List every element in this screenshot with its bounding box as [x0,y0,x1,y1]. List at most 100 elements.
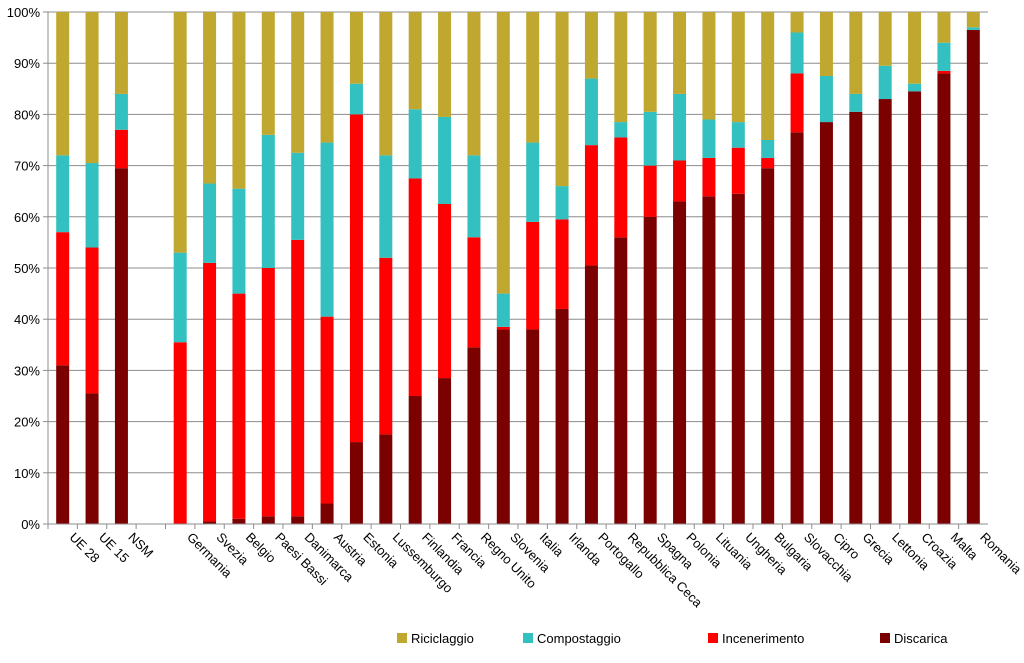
legend: Riciclaggio Compostaggio Incenerimento Disc… [397,631,948,646]
bar-segment [731,147,745,194]
legend-label: Discarica [894,631,948,646]
bar-segment [349,114,363,443]
bar-segment [379,155,393,258]
bar-segment [790,32,804,74]
bar-segment [320,12,334,143]
bar-segment [584,12,598,79]
bar-segment [467,155,481,238]
gridlines [48,11,988,525]
bar-segment [203,262,217,522]
bar-segment [673,201,687,524]
bar-segment [673,93,687,161]
bar-segment [643,111,657,166]
bar-segment [966,29,980,524]
bar-segment [408,12,422,110]
bar-segment [526,329,540,524]
bar-segment [261,12,275,135]
bar-segment [555,308,569,524]
bar-segment [878,12,892,66]
bar-segment [819,122,833,524]
bar-segment [496,293,510,327]
bar-segment [761,140,775,158]
y-tick-label: 30% [14,363,40,378]
x-tick-label: UE 15 [96,530,132,566]
bar-segment [790,12,804,33]
bar-segment [85,163,99,248]
bar-segment [349,442,363,524]
bar-segment [673,12,687,94]
bar-segment [56,365,70,524]
legend-swatch [523,633,533,643]
bar-segment [261,134,275,268]
bar-segment [731,193,745,524]
y-tick-label: 60% [14,210,40,225]
bar-segment [173,252,187,343]
bar-segment [702,196,716,524]
legend-swatch [708,633,718,643]
bar-segment [937,12,951,43]
bar-segment [908,91,922,525]
bar-segment [438,116,452,204]
bar-segment [56,232,70,366]
bar-segment [966,27,980,30]
bar-segment [203,521,217,524]
bar-segment [114,12,128,94]
y-tick-label: 80% [14,107,40,122]
bar-segment [761,168,775,524]
bar-segment [819,76,833,123]
bar-segment [438,12,452,117]
bar-segment [790,73,804,133]
bar-segment [849,12,863,94]
bar-segment [114,93,128,130]
bar-segment [438,378,452,524]
y-tick-label: 100% [7,5,41,20]
bar-segment [408,109,422,179]
legend-label: Incenerimento [722,631,804,646]
legend-label: Compostaggio [537,631,621,646]
bar-segment [878,65,892,100]
bar-segment [526,142,540,222]
bar-segment [966,12,980,28]
bar-segment [731,122,745,148]
bar-segment [584,78,598,146]
bar-segment [408,396,422,524]
bar-segment [761,157,775,169]
bar-segment [614,12,628,123]
legend-label: Riciclaggio [411,631,474,646]
bar-segment [408,178,422,396]
bar-segment [261,268,275,517]
bar-segment [291,152,305,240]
y-tick-label: 90% [14,56,40,71]
bar-segment [496,326,510,330]
bar-segment [291,12,305,153]
bar-segment [908,12,922,84]
bar-segment [614,137,628,238]
bar-segment [114,168,128,524]
legend-swatch [397,633,407,643]
bar-segment [849,93,863,112]
bar-segment [761,12,775,140]
bar-segment [85,247,99,394]
bar-segment [379,12,393,156]
y-tick-label: 0% [21,517,40,532]
bar-segment [85,12,99,164]
bar-segment [584,265,598,524]
bar-segment [379,434,393,524]
bar-segment [496,12,510,294]
bar-segment [555,186,569,220]
bar-segment [555,12,569,187]
bar-segment [320,316,334,504]
y-tick-label: 50% [14,261,40,276]
bar-segment [643,216,657,525]
bar-segment [702,119,716,158]
x-tick-label: UE 28 [67,530,103,566]
bar-segment [232,12,246,189]
bar-segment [526,221,540,330]
bar-segment [702,157,716,197]
bar-segment [114,129,128,169]
bar-segment [643,165,657,217]
y-tick-label: 10% [14,466,40,481]
bar-segment [291,239,305,517]
